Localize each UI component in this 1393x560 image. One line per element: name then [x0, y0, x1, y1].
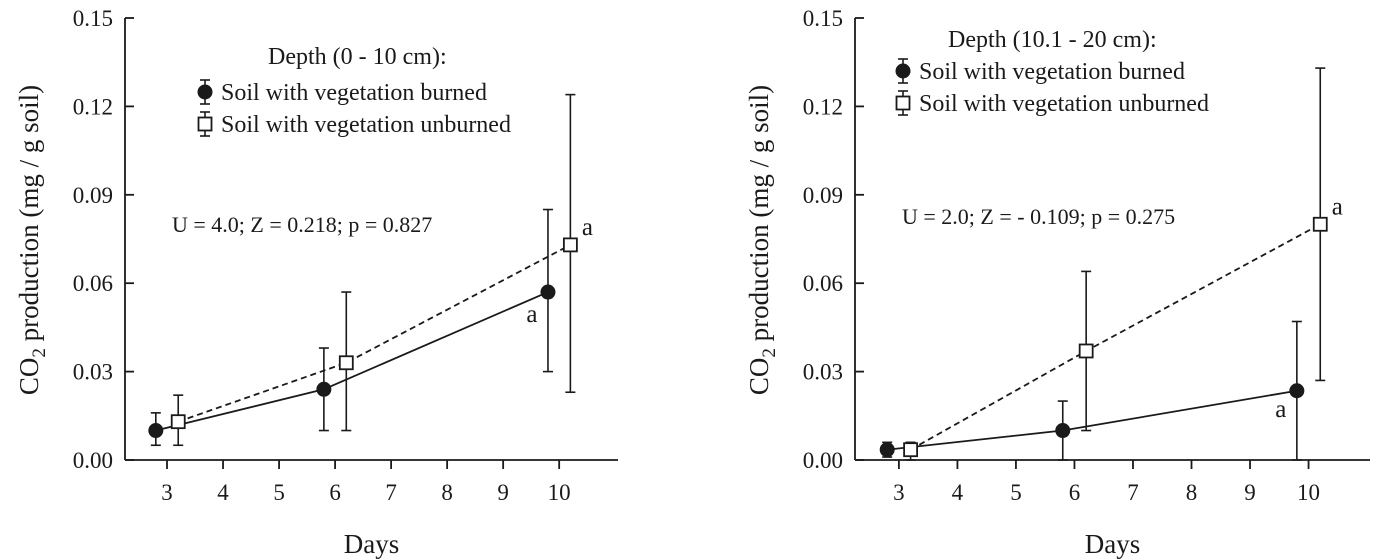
- significance-label: a: [1275, 396, 1286, 423]
- legend-title: Depth (10.1 - 20 cm):: [948, 27, 1157, 53]
- y-axis-title-subscript: 2: [759, 348, 780, 358]
- legend-entry-label: Soil with vegetation burned: [919, 59, 1185, 85]
- y-axis-title-subscript: 2: [29, 348, 50, 358]
- data-point-unburned: [1312, 216, 1328, 232]
- legend-entry-label: Soil with vegetation burned: [221, 80, 487, 106]
- x-axis-title: Days: [344, 529, 400, 559]
- y-tick-label: 0.09: [803, 183, 843, 208]
- legend-title: Depth (0 - 10 cm):: [268, 44, 447, 70]
- legend-marker-burned: [895, 63, 911, 79]
- y-tick-label: 0.15: [803, 6, 843, 31]
- statistics-annotation: U = 4.0; Z = 0.218; p = 0.827: [172, 212, 432, 237]
- x-tick-label: 4: [217, 480, 229, 505]
- x-tick-label: 9: [1244, 480, 1256, 505]
- data-point-burned: [1289, 383, 1305, 399]
- x-tick-label: 10: [548, 480, 571, 505]
- significance-label: a: [582, 214, 593, 241]
- x-tick-label: 10: [1297, 480, 1320, 505]
- legend-marker-burned: [197, 84, 213, 100]
- legend-marker-unburned: [197, 116, 213, 132]
- y-axis-title-suffix: production (mg / g soil): [744, 85, 774, 348]
- data-point-burned: [879, 442, 895, 458]
- chart-panel-2: 0.00 0.03 0.06 0.09 0.12 0.15 3 4 5 6 7 8 9 10 Days CO2…: [744, 6, 1370, 559]
- y-axis-title: CO2 production (mg / g soil): [744, 85, 780, 395]
- statistics-annotation: U = 2.0; Z = - 0.109; p = 0.275: [902, 204, 1175, 229]
- x-tick-label: 4: [952, 480, 964, 505]
- significance-label: a: [1332, 193, 1343, 220]
- x-tick-label: 6: [329, 480, 341, 505]
- data-point-unburned: [338, 355, 354, 371]
- x-tick-label: 6: [1069, 480, 1081, 505]
- y-tick-label: 0.12: [803, 94, 843, 119]
- x-tick-label: 7: [385, 480, 397, 505]
- y-tick-label: 0.06: [803, 271, 843, 296]
- y-tick-label: 0.15: [73, 6, 113, 31]
- data-point-burned: [540, 284, 556, 300]
- x-tick-label: 8: [1186, 480, 1198, 505]
- significance-label: a: [526, 301, 537, 328]
- series-line-2: [910, 223, 1321, 451]
- y-axis-title-suffix: production (mg / g soil): [14, 85, 44, 348]
- data-point-unburned: [170, 414, 186, 430]
- y-tick-label: 0.09: [73, 183, 113, 208]
- legend-entry-label: Soil with vegetation unburned: [221, 112, 511, 138]
- y-tick-label: 0.06: [73, 271, 113, 296]
- x-tick-label: 8: [441, 480, 453, 505]
- legend-marker-unburned: [895, 95, 911, 111]
- data-point-burned: [1055, 423, 1071, 439]
- series-line-2: [177, 244, 571, 423]
- x-tick-label: 9: [497, 480, 509, 505]
- y-axis-title: CO2 production (mg / g soil): [14, 85, 50, 395]
- series-line-1: [887, 389, 1297, 451]
- data-point-unburned: [1078, 343, 1094, 359]
- x-tick-label: 5: [1010, 480, 1022, 505]
- data-point-unburned: [903, 442, 918, 458]
- data-point-unburned: [562, 237, 578, 253]
- y-axis-title-prefix: CO: [14, 358, 44, 396]
- legend-entry-label: Soil with vegetation unburned: [919, 91, 1209, 117]
- y-axis-title-prefix: CO: [744, 358, 774, 396]
- x-tick-label: 3: [893, 480, 905, 505]
- y-tick-label: 0.00: [803, 448, 843, 473]
- y-tick-label: 0.00: [73, 448, 113, 473]
- data-point-burned: [148, 423, 164, 439]
- y-tick-label: 0.12: [73, 94, 113, 119]
- x-axis-title: Days: [1085, 529, 1141, 559]
- x-tick-label: 5: [273, 480, 285, 505]
- x-tick-label: 7: [1127, 480, 1139, 505]
- chart-panel-1: 0.00 0.03 0.06 0.09 0.12 0.15 3 4 5 6 7 8 9 10 Days CO2…: [14, 6, 618, 559]
- y-tick-label: 0.03: [803, 360, 843, 385]
- data-point-burned: [316, 381, 332, 397]
- y-tick-label: 0.03: [73, 360, 113, 385]
- x-tick-label: 3: [161, 480, 173, 505]
